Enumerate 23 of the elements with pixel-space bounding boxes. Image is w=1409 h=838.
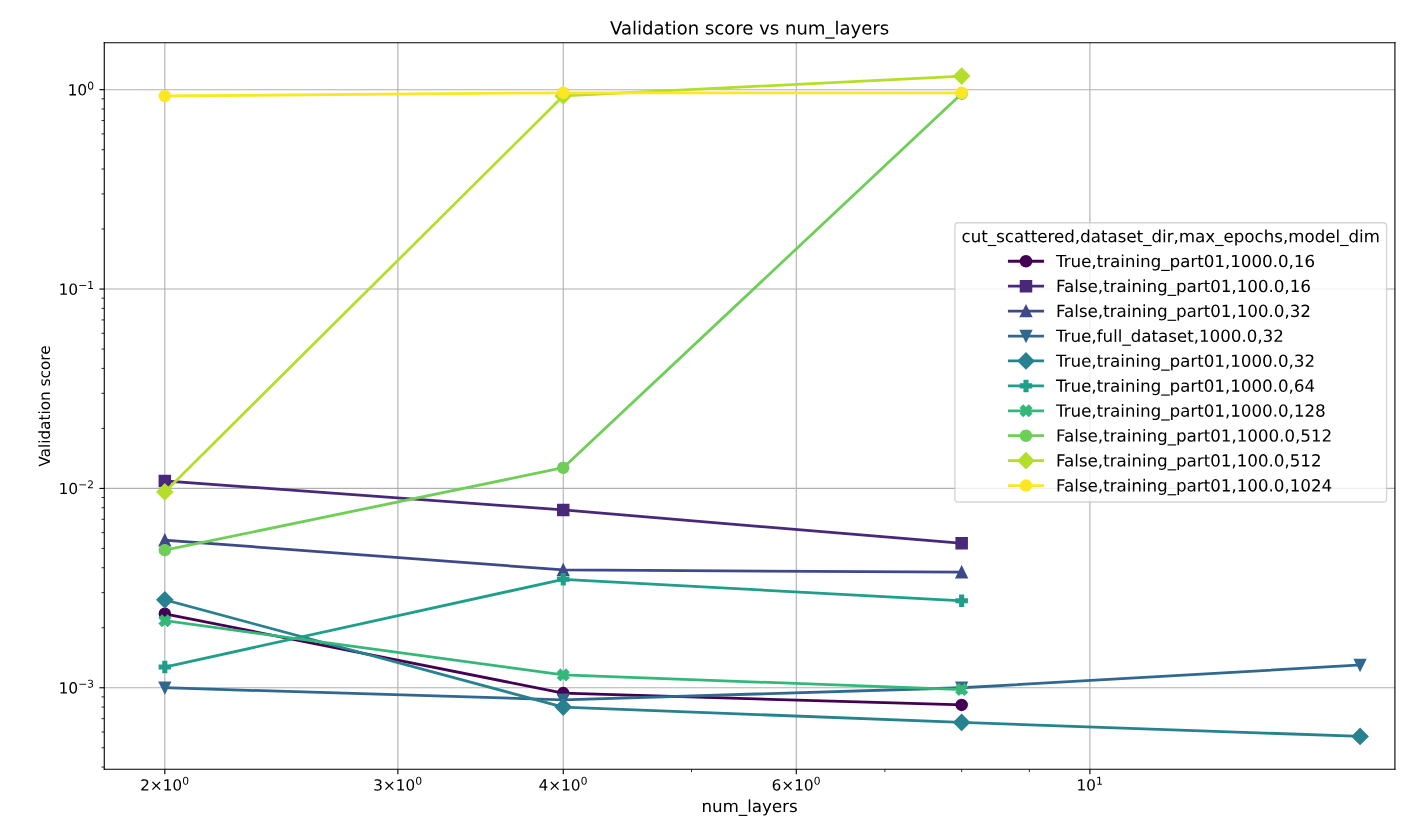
- chart-title: Validation score vs num_layers: [610, 20, 889, 39]
- legend-label: True,training_part01,1000.0,32: [1055, 354, 1314, 371]
- legend-label: False,training_part01,100.0,1024: [1057, 478, 1332, 496]
- legend-label: True,training_part01,1000.0,16: [1055, 254, 1315, 272]
- legend-label: True,training_part01,1000.0,128: [1055, 403, 1325, 421]
- x-tick-label: 2×10$^{0}$: [141, 776, 189, 791]
- y-tick-label: 10$^{−3}$: [60, 679, 94, 694]
- x-tick-label: 10$^{1}$: [1078, 776, 1102, 791]
- x-tick-label: 6×10$^{0}$: [772, 776, 820, 791]
- x-axis-title: num_layers: [703, 799, 797, 816]
- x-tick-label: 4×10$^{0}$: [539, 776, 587, 791]
- legend-label: False,training_part01,1000.0,512: [1057, 428, 1331, 446]
- y-tick-label: 10$^{−1}$: [60, 281, 94, 295]
- legend-label: True,full_dataset,1000.0,32: [1055, 329, 1283, 346]
- legend-label: False,training_part01,100.0,512: [1057, 453, 1320, 471]
- y-axis-title: Validation score: [38, 346, 51, 467]
- legend-label: False,training_part01,100.0,32: [1057, 304, 1310, 321]
- y-tick-label: 10$^{0}$: [69, 81, 94, 96]
- y-tick-label: 10$^{−2}$: [60, 480, 93, 495]
- x-tick-label: 3×10$^{0}$: [374, 776, 422, 791]
- legend-title: cut_scattered,dataset_dir,max_epochs,model_dim: [962, 229, 1379, 247]
- legend-label: False,training_part01,100.0,16: [1057, 279, 1310, 296]
- legend-label: True,training_part01,1000.0,64: [1055, 379, 1315, 396]
